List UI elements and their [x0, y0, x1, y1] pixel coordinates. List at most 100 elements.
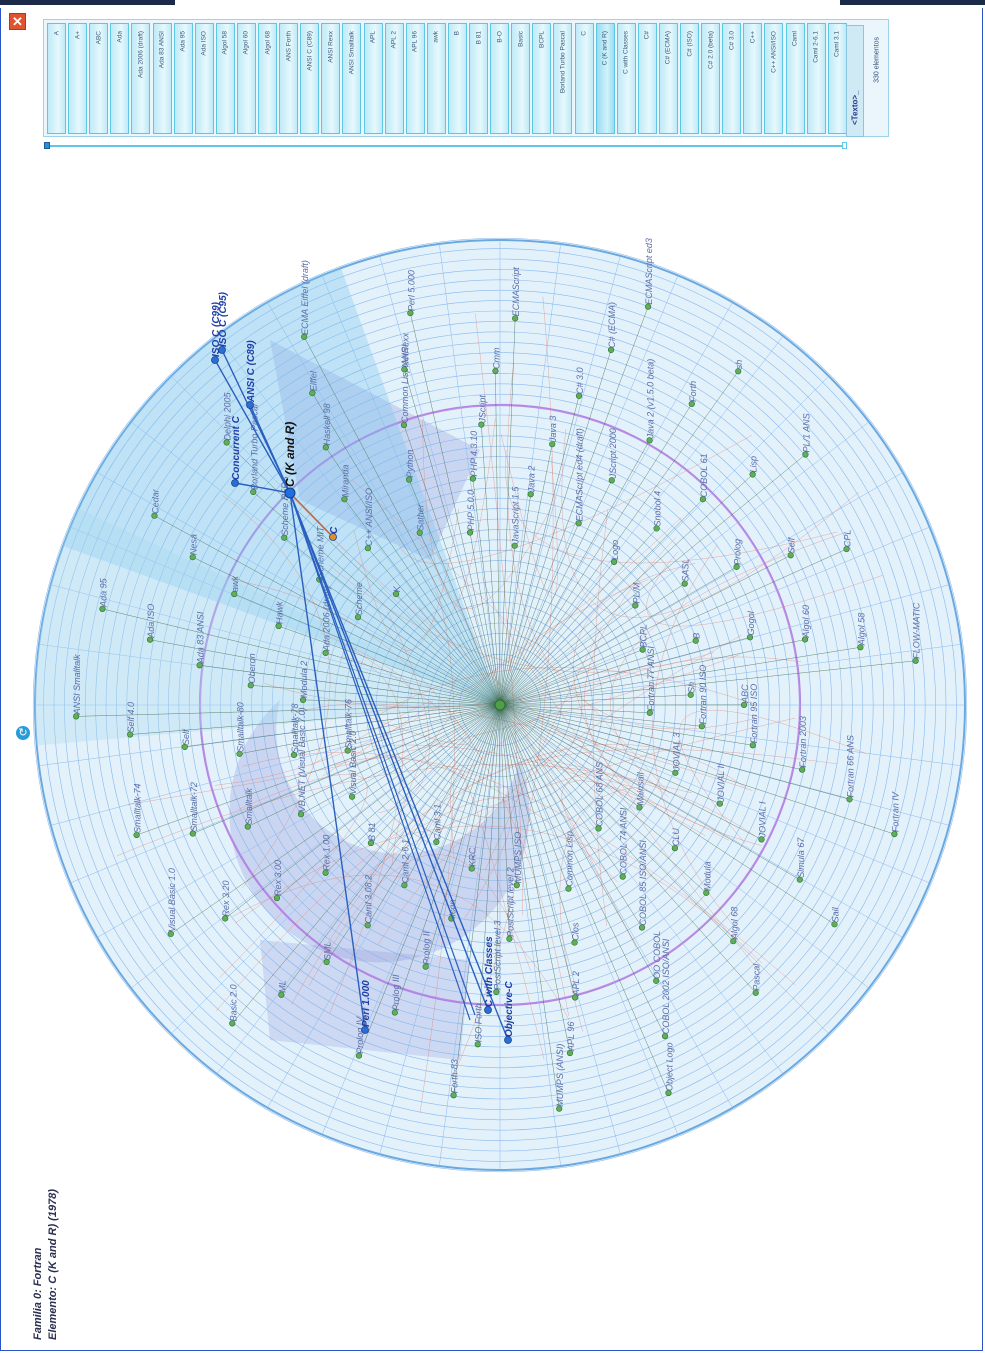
tree-edge: [367, 548, 501, 706]
list-item[interactable]: Algol 68: [258, 23, 277, 134]
list-item[interactable]: Ada ISO: [194, 23, 214, 134]
list-item[interactable]: APL 96: [405, 23, 425, 134]
year-ring: [32, 237, 968, 1173]
list-item[interactable]: Borland Turbo Pascal: [553, 23, 573, 134]
zoom-slider-handle[interactable]: [44, 142, 50, 149]
radial-spoke: [171, 376, 501, 706]
list-item[interactable]: C# 3.0: [722, 23, 742, 134]
tree-edge: [247, 704, 501, 827]
list-item[interactable]: APL: [363, 23, 383, 134]
language-node: [401, 366, 408, 373]
tree-edge: [425, 704, 501, 967]
list-item[interactable]: C++: [743, 23, 763, 134]
tree-edge: [451, 704, 501, 919]
list-item-label: Caml 2-6.1: [812, 30, 820, 63]
dependency-curve: [231, 579, 569, 1016]
tree-edge: [499, 704, 835, 925]
list-item[interactable]: awk: [426, 23, 446, 134]
language-node: [322, 869, 329, 876]
list-item[interactable]: Ada: [110, 23, 130, 134]
focus-edge: [289, 492, 489, 1011]
list-item[interactable]: C# (ECMA): [658, 23, 678, 134]
language-label: Simula 67: [796, 837, 806, 878]
dependency-curve: [451, 296, 554, 1080]
dependency-curve: [329, 656, 404, 1014]
list-item[interactable]: BCPL: [532, 23, 552, 134]
list-item[interactable]: B: [447, 23, 467, 134]
radial-spoke: [499, 275, 679, 706]
dependency-curve: [296, 703, 753, 791]
language-node: [512, 315, 519, 322]
language-node: [297, 811, 305, 818]
list-item[interactable]: C with Classes: [616, 23, 636, 134]
list-item[interactable]: C# (ISO): [680, 23, 699, 134]
language-node: [638, 924, 646, 931]
list-item[interactable]: ANSI Smalltalk: [342, 23, 362, 134]
language-node: [735, 368, 742, 375]
search-input[interactable]: <Texto>_: [846, 25, 864, 137]
language-node: [322, 649, 329, 657]
language-label: Algol 68: [729, 907, 739, 941]
language-node: [646, 709, 653, 716]
tree-edge: [499, 548, 847, 706]
tree-edge: [499, 440, 650, 706]
language-label: Python: [405, 450, 415, 478]
language-label: Caml 2-6.1: [400, 839, 410, 883]
tree-edge: [499, 704, 560, 1109]
tree-edge: [499, 704, 720, 804]
list-item[interactable]: ANS Forth: [279, 23, 299, 134]
list-item[interactable]: Algol 58: [215, 23, 235, 134]
focus-edge: [289, 492, 334, 538]
list-item[interactable]: C: [574, 23, 594, 134]
list-item[interactable]: B 81: [469, 23, 488, 134]
list-item[interactable]: B-O: [490, 23, 510, 134]
dependency-curve: [573, 563, 696, 820]
radial-spoke: [499, 704, 784, 1075]
language-node: [355, 1052, 363, 1059]
dependency-curve: [482, 577, 762, 975]
list-item[interactable]: Caml 2-6.1: [806, 23, 826, 134]
radial-spoke: [70, 704, 501, 884]
list-item[interactable]: Ada 95: [173, 23, 193, 134]
language-node: [740, 701, 748, 708]
list-item[interactable]: Ada 2006 (draft): [131, 23, 151, 134]
tree-edge: [325, 704, 501, 873]
radial-spoke: [499, 255, 621, 706]
language-node: [688, 400, 695, 407]
radial-spoke: [267, 302, 501, 706]
list-item[interactable]: ABC: [89, 23, 109, 134]
tree-edge: [76, 704, 501, 717]
language-node: [661, 1033, 669, 1040]
tree-edge: [499, 704, 643, 928]
list-item-label: awk: [432, 30, 440, 43]
dependency-curve: [127, 654, 740, 805]
language-node: [466, 529, 474, 536]
list-item[interactable]: Algol 60: [236, 23, 256, 134]
list-item[interactable]: ANSI C (C89): [300, 23, 320, 134]
list-item-label: Caml 3.1: [833, 30, 841, 57]
list-item-label: Algol 68: [264, 30, 271, 55]
language-label: Mainsail: [635, 771, 645, 805]
language-node: [608, 477, 615, 484]
list-item[interactable]: Caml: [785, 23, 805, 134]
list-item[interactable]: C#: [637, 23, 657, 134]
tree-edge: [232, 704, 501, 1024]
list-item[interactable]: C (K and R): [595, 23, 615, 134]
tree-edge: [499, 704, 895, 835]
refresh-icon[interactable]: ↻: [16, 726, 30, 740]
list-item[interactable]: A: [47, 23, 66, 134]
list-item[interactable]: Ada 83 ANSI: [152, 23, 172, 134]
language-node: [801, 636, 809, 643]
list-item[interactable]: APL 2: [384, 23, 404, 134]
list-item[interactable]: A+: [68, 23, 88, 134]
list-item[interactable]: ANSI Rexx: [321, 23, 341, 134]
tree-edge: [102, 608, 501, 706]
list-item[interactable]: C++ ANSI/ISO: [764, 23, 784, 134]
list-item[interactable]: C# 2.0 (beta): [701, 23, 721, 134]
language-label: Smalltalk-74: [133, 784, 143, 834]
dependency-curve: [592, 509, 609, 926]
list-item[interactable]: Caml 3.1: [827, 23, 847, 134]
zoom-slider-track[interactable]: [46, 145, 846, 147]
close-button[interactable]: ✕: [9, 13, 26, 30]
list-item[interactable]: Basic: [511, 23, 531, 134]
